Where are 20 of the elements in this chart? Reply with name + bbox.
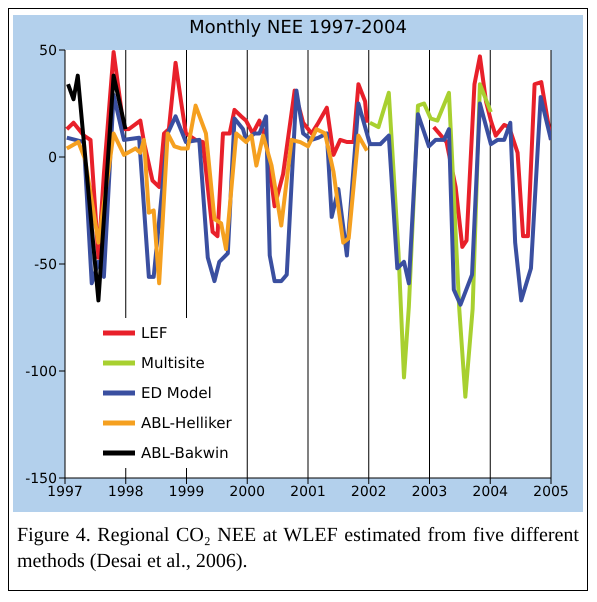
x-tick-label: 2000 <box>229 484 266 500</box>
x-tick-label: 2002 <box>350 484 387 500</box>
legend-label: ABL-Bakwin <box>141 443 229 464</box>
y-tick-label: -100 <box>25 364 57 380</box>
y-tick-label: 0 <box>48 150 57 166</box>
legend-label: ABL-Helliker <box>141 413 232 434</box>
line-series <box>65 104 369 286</box>
legend-label: LEF <box>141 323 168 344</box>
x-tick-label: 2004 <box>472 484 508 500</box>
legend-label: Multisite <box>141 353 205 374</box>
x-tick-label: 2005 <box>533 484 569 500</box>
chart-title: Monthly NEE 1997-2004 <box>188 16 408 38</box>
caption: Figure 4. Regional CO₂ NEE at WLEF estimated from five different methods (Desai et al., 2006). <box>16 523 580 574</box>
y-tick-label: -50 <box>34 256 57 273</box>
x-tick-label: 2003 <box>412 484 448 500</box>
y-tick-label: 50 <box>39 42 57 59</box>
legend-label: ED Model <box>141 383 212 404</box>
x-tick-label: 2001 <box>290 484 326 500</box>
x-tick-label: 1998 <box>108 484 144 500</box>
x-tick-label: 1999 <box>168 484 204 500</box>
